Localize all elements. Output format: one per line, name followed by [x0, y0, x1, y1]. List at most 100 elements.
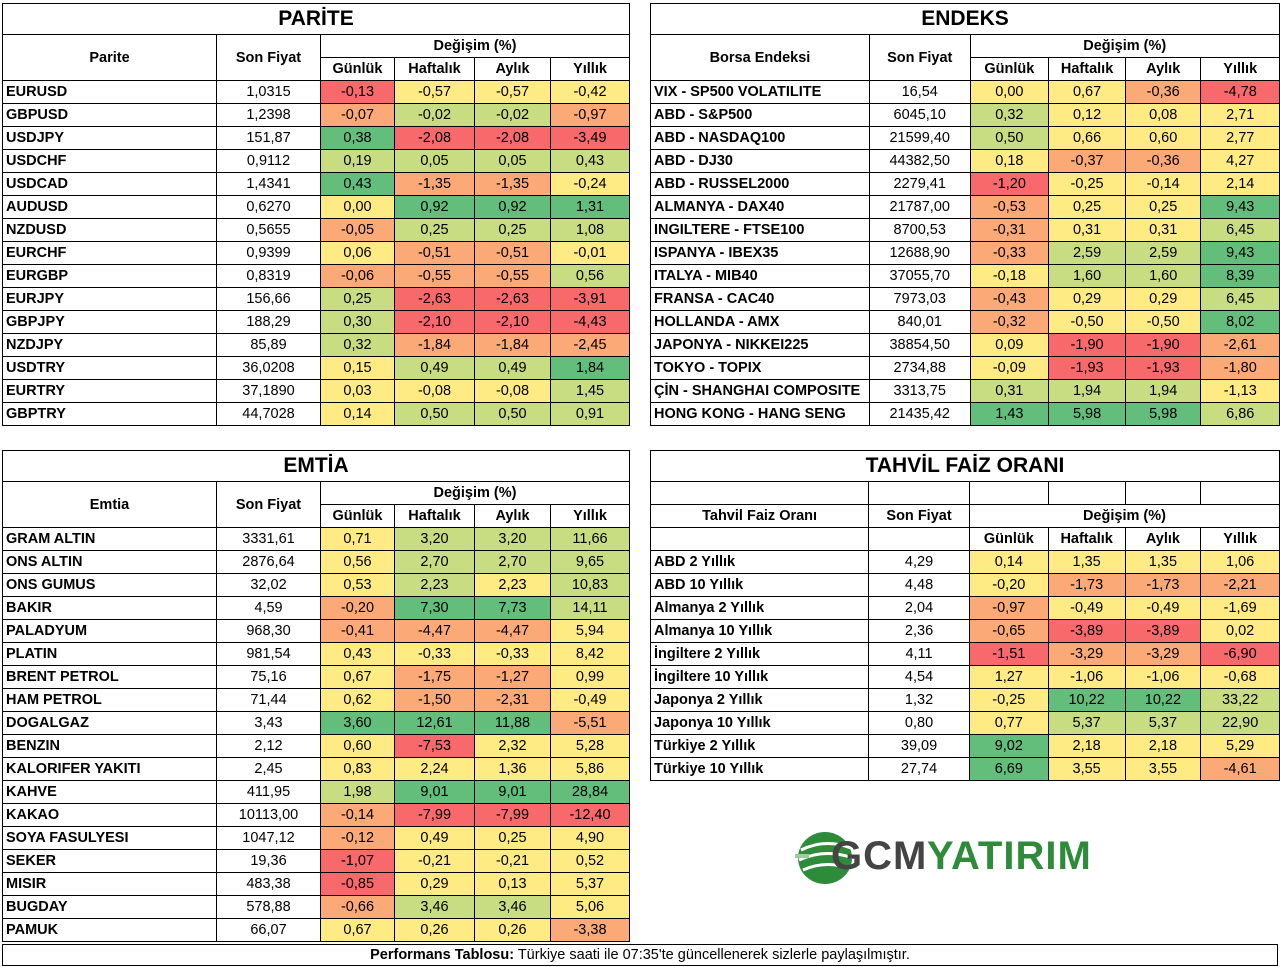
last-price: 2279,41 — [868, 172, 971, 196]
instrument-name: ABD 2 Yıllık — [649, 550, 870, 574]
change-weekly: 9,01 — [394, 780, 475, 804]
table-row: Türkiye 2 Yıllık 39,09 9,02 2,18 2,18 5,29 — [649, 734, 1280, 758]
change-yearly: 5,29 — [1200, 734, 1280, 758]
instrument-name: Almanya 10 Yıllık — [649, 619, 870, 643]
instrument-name: FRANSA - CAC40 — [650, 287, 870, 311]
change-yearly: 10,83 — [550, 573, 630, 597]
last-price: 71,44 — [216, 688, 321, 712]
change-yearly: -0,42 — [550, 80, 630, 104]
last-price: 44,7028 — [216, 402, 321, 426]
instrument-name: ITALYA - MIB40 — [650, 264, 870, 288]
change-weekly: 5,37 — [1047, 711, 1126, 735]
last-price: 2734,88 — [868, 356, 971, 380]
change-yearly: -2,45 — [550, 333, 630, 357]
change-weekly: 0,26 — [394, 918, 475, 942]
blank-cell — [1047, 481, 1126, 505]
change-daily: 0,71 — [320, 527, 395, 551]
last-price: 2,36 — [868, 619, 970, 643]
change-yearly: 5,37 — [550, 872, 630, 896]
last-price: 0,9112 — [216, 149, 321, 173]
instrument-name: ONS ALTIN — [2, 550, 217, 574]
last-price: 7973,03 — [868, 287, 971, 311]
table-row: EURCHF 0,9399 0,06 -0,51 -0,51 -0,01 — [2, 241, 630, 265]
change-monthly: -1,27 — [474, 665, 551, 689]
change-monthly: 0,50 — [474, 402, 551, 426]
last-price: 4,29 — [868, 550, 970, 574]
change-weekly: 0,12 — [1048, 103, 1126, 127]
table-row: KALORIFER YAKITI 2,45 0,83 2,24 1,36 5,86 — [2, 757, 630, 781]
last-price: 4,59 — [216, 596, 321, 620]
change-monthly: -1,84 — [474, 333, 551, 357]
col-header-gunluk: Günlük — [320, 504, 395, 528]
last-price: 39,09 — [868, 734, 970, 758]
table-row: KAHVE 411,95 1,98 9,01 9,01 28,84 — [2, 780, 630, 804]
col-header-haftalik: Haftalık — [1048, 57, 1126, 81]
change-daily: 0,00 — [320, 195, 395, 219]
logo-text-yatirim: YATIRIM — [927, 834, 1092, 878]
change-weekly: -2,10 — [394, 310, 475, 334]
header-row: Borsa Endeksi Son Fiyat Değişim (%) — [650, 34, 1280, 81]
instrument-name: Türkiye 10 Yıllık — [649, 757, 870, 781]
last-price: 36,0208 — [216, 356, 321, 380]
header-row: Tahvil Faiz Oranı Son Fiyat Değişim (%) — [649, 504, 1280, 528]
col-header-aylik: Aylık — [1124, 57, 1202, 81]
change-daily: 0,83 — [320, 757, 395, 781]
instrument-name: Türkiye 2 Yıllık — [649, 734, 870, 758]
change-weekly: 0,29 — [1048, 287, 1126, 311]
change-monthly: 0,13 — [474, 872, 551, 896]
table-row: ABD - RUSSEL2000 2279,41 -1,20 -0,25 -0,14 2,… — [650, 172, 1280, 196]
change-daily: -1,51 — [968, 642, 1049, 666]
last-price: 0,8319 — [216, 264, 321, 288]
table-row: İngiltere 2 Yıllık 4,11 -1,51 -3,29 -3,29 -6,… — [649, 642, 1280, 666]
change-daily: -0,85 — [320, 872, 395, 896]
change-weekly: -0,33 — [394, 642, 475, 666]
change-weekly: -2,08 — [394, 126, 475, 150]
change-weekly: 0,66 — [1048, 126, 1126, 150]
instrument-name: İngiltere 10 Yıllık — [649, 665, 870, 689]
change-monthly: -1,90 — [1124, 333, 1202, 357]
change-daily: 0,56 — [320, 550, 395, 574]
change-yearly: 5,06 — [550, 895, 630, 919]
change-monthly: 0,08 — [1124, 103, 1202, 127]
change-monthly: -4,47 — [474, 619, 551, 643]
change-yearly: -0,97 — [550, 103, 630, 127]
subheader-row: Günlük Haftalık Aylık Yıllık — [3, 57, 630, 81]
change-daily: 0,19 — [320, 149, 395, 173]
change-weekly: -7,99 — [394, 803, 475, 827]
change-daily: -0,32 — [969, 310, 1050, 334]
change-monthly: -0,21 — [474, 849, 551, 873]
table-row: USDTRY 36,0208 0,15 0,49 0,49 1,84 — [2, 356, 630, 380]
table-row: GRAM ALTIN 3331,61 0,71 3,20 3,20 11,66 — [2, 527, 630, 551]
table-row: VIX - SP500 VOLATILITE 16,54 0,00 0,67 -0,36… — [650, 80, 1280, 104]
change-monthly: 5,37 — [1124, 711, 1202, 735]
change-monthly: -0,55 — [474, 264, 551, 288]
change-daily: 0,14 — [320, 402, 395, 426]
table-row: USDCHF 0,9112 0,19 0,05 0,05 0,43 — [2, 149, 630, 173]
last-price: 411,95 — [216, 780, 321, 804]
change-yearly: 33,22 — [1200, 688, 1280, 712]
last-price: 12688,90 — [868, 241, 971, 265]
change-monthly: 0,31 — [1124, 218, 1202, 242]
change-monthly: -1,73 — [1124, 573, 1202, 597]
last-price: 0,9399 — [216, 241, 321, 265]
last-price: 0,5655 — [216, 218, 321, 242]
instrument-name: Almanya 2 Yıllık — [649, 596, 870, 620]
table-row: ONS GUMUS 32,02 0,53 2,23 2,23 10,83 — [2, 573, 630, 597]
col-header-change: Değişim (%) — [968, 504, 1280, 528]
instrument-name: GRAM ALTIN — [2, 527, 217, 551]
change-weekly: 0,25 — [1048, 195, 1126, 219]
instrument-name: PALADYUM — [2, 619, 217, 643]
change-yearly: 9,43 — [1200, 195, 1280, 219]
change-yearly: 1,08 — [550, 218, 630, 242]
change-weekly: -0,25 — [1048, 172, 1126, 196]
last-price: 37,1890 — [216, 379, 321, 403]
table-row: ABD 10 Yıllık 4,48 -0,20 -1,73 -1,73 -2,21 — [649, 573, 1280, 597]
instrument-name: DOGALGAZ — [2, 711, 217, 735]
change-yearly: 0,52 — [550, 849, 630, 873]
emtia-table: EMTİA Emtia Son Fiyat Değişim (%) Günlük Haft… — [2, 450, 630, 942]
instrument-name: ABD 10 Yıllık — [649, 573, 870, 597]
change-daily: -0,65 — [968, 619, 1049, 643]
footer-note: Performans Tablosu: Türkiye saati ile 07… — [2, 944, 1278, 966]
change-daily: 0,67 — [320, 918, 395, 942]
table-row: BUGDAY 578,88 -0,66 3,46 3,46 5,06 — [2, 895, 630, 919]
